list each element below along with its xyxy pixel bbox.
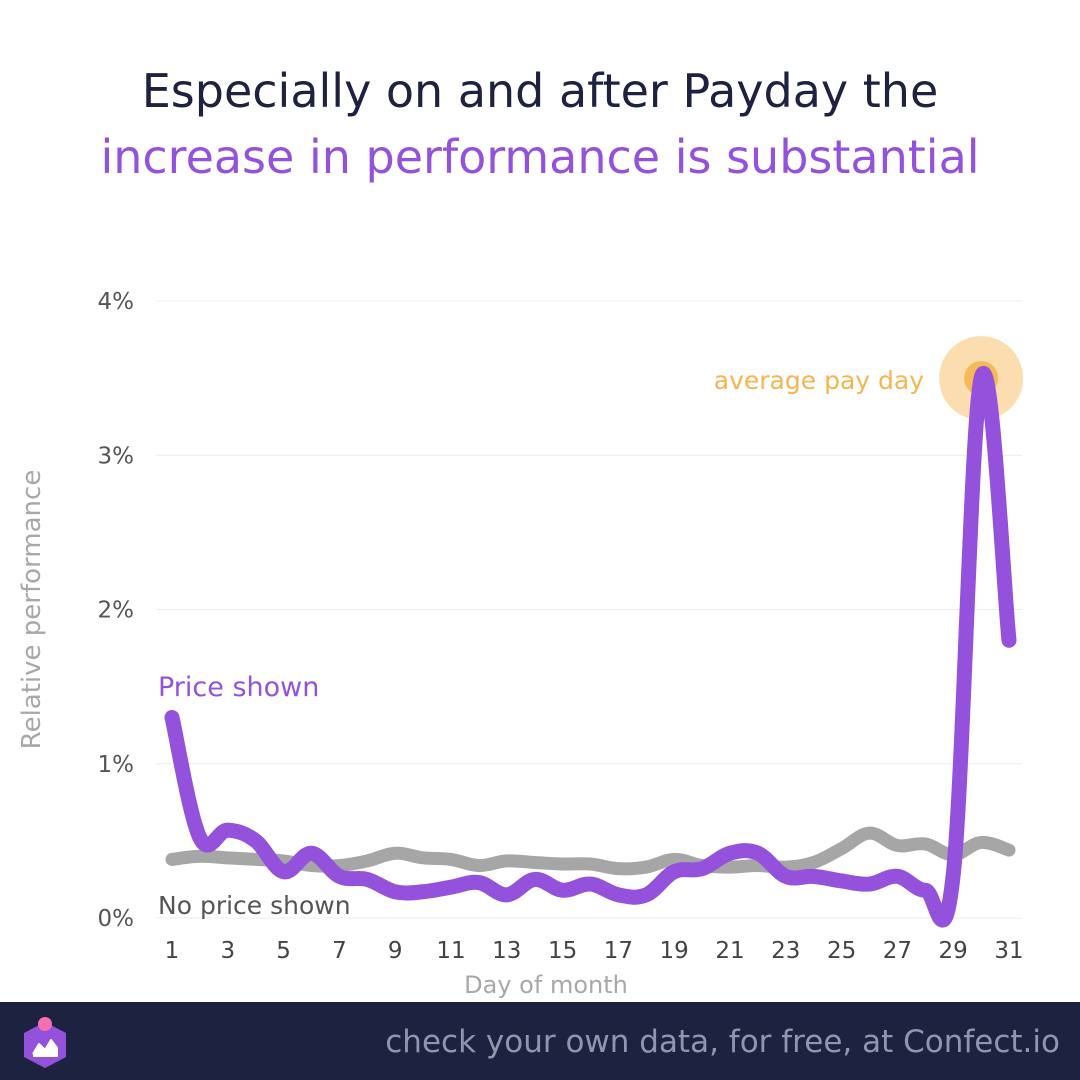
x-tick-label: 13 bbox=[492, 938, 521, 964]
y-axis-label: Relative performance bbox=[17, 470, 47, 750]
y-tick-label: 2% bbox=[98, 598, 135, 624]
y-tick-label: 4% bbox=[98, 289, 135, 315]
title-line-1: Especially on and after Payday the bbox=[141, 64, 939, 118]
x-tick-label: 9 bbox=[388, 938, 403, 964]
title-line-2: increase in performance is substantial bbox=[100, 130, 980, 184]
x-tick-label: 7 bbox=[332, 938, 347, 964]
x-tick-label: 15 bbox=[548, 938, 577, 964]
x-tick-label: 5 bbox=[276, 938, 291, 964]
x-tick-label: 19 bbox=[660, 938, 689, 964]
y-tick-label: 3% bbox=[98, 443, 135, 469]
x-tick-label: 11 bbox=[436, 938, 465, 964]
line-chart: 0%1%2%3%4%1 3 5 7 9 11 13 15 17 19 21 23 25 27 29 31Day… bbox=[17, 289, 1024, 999]
confect-logo-icon bbox=[24, 1017, 66, 1068]
x-tick-label: 29 bbox=[939, 938, 968, 964]
footer-bar: check your own data, for free, at Confec… bbox=[0, 1002, 1080, 1080]
y-tick-label: 1% bbox=[98, 752, 135, 778]
x-tick-label: 25 bbox=[827, 938, 856, 964]
x-tick-label: 1 bbox=[165, 938, 180, 964]
annotation-label: average pay day bbox=[714, 366, 924, 395]
x-tick-label: 17 bbox=[604, 938, 633, 964]
x-tick-label: 31 bbox=[994, 938, 1023, 964]
x-tick-label: 3 bbox=[220, 938, 235, 964]
x-tick-label: 23 bbox=[771, 938, 800, 964]
x-tick-label: 27 bbox=[883, 938, 912, 964]
x-tick-label: 21 bbox=[715, 938, 744, 964]
chart-title: Especially on and after Payday the incre… bbox=[0, 58, 1080, 190]
x-axis-label: Day of month bbox=[464, 971, 628, 999]
series-label-no-price-shown: No price shown bbox=[158, 891, 351, 920]
footer-text: check your own data, for free, at Confec… bbox=[385, 1024, 1060, 1060]
y-tick-label: 0% bbox=[98, 906, 135, 932]
series-price-shown-line bbox=[164, 366, 1017, 928]
series-no-price-shown-line bbox=[165, 826, 1016, 876]
series-label-price-shown: Price shown bbox=[158, 672, 319, 703]
